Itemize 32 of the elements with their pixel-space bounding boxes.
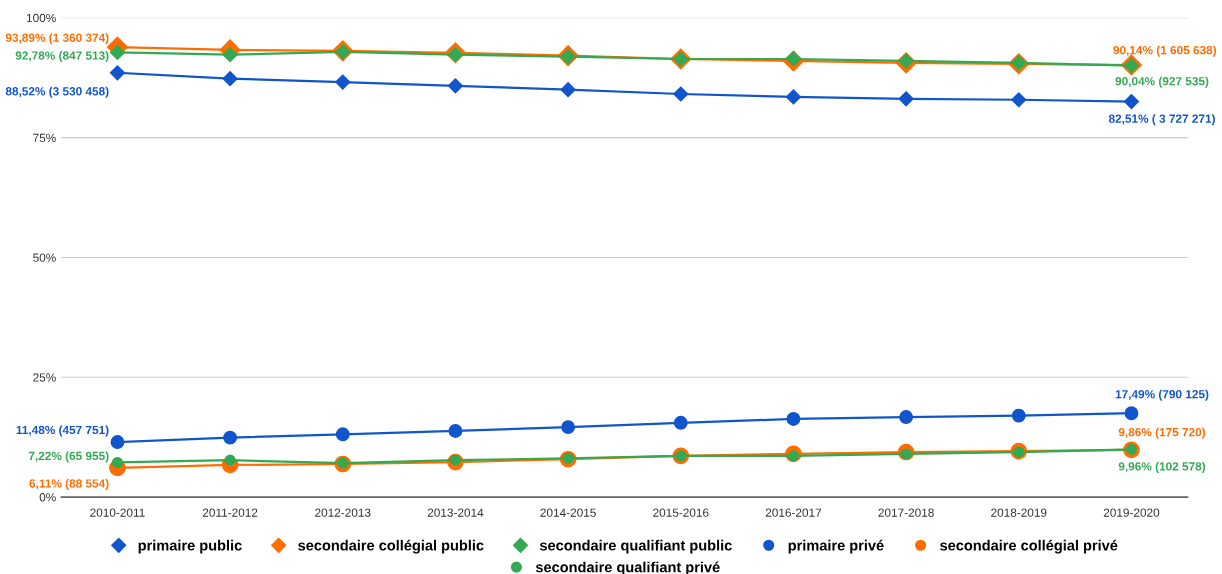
- x-tick-label: 2012-2013: [315, 508, 371, 517]
- legend-label: secondaire qualifiant public: [539, 539, 732, 554]
- x-tick-label: 2015-2016: [653, 508, 709, 517]
- y-tick-label: 100%: [26, 13, 56, 23]
- legend-label: secondaire collégial privé: [940, 539, 1118, 554]
- x-tick-label: 2018-2019: [991, 508, 1047, 517]
- data-label: 11,48% (457 751): [16, 425, 109, 437]
- y-tick-label: 0%: [39, 493, 56, 502]
- data-label: 88,52% (3 530 458): [5, 86, 109, 98]
- x-tick-label: 2017-2018: [878, 508, 934, 517]
- y-tick-label: 25%: [33, 373, 56, 382]
- data-label: 6,11% (88 554): [29, 478, 109, 490]
- legend-label: primaire privé: [788, 539, 884, 554]
- data-label: 7,22% (65 955): [28, 451, 109, 463]
- x-tick-label: 2011-2012: [202, 508, 258, 517]
- data-label: 93,89% (1 360 374): [5, 33, 109, 45]
- x-tick-label: 2014-2015: [540, 508, 596, 517]
- legend-label: primaire public: [138, 539, 242, 554]
- data-label: 82,51% ( 3 727 271): [1108, 114, 1215, 126]
- x-tick-label: 2016-2017: [765, 508, 822, 517]
- y-tick-label: 75%: [33, 133, 56, 143]
- data-label: 17,49% (790 125): [1115, 389, 1209, 401]
- y-tick-label: 50%: [33, 253, 56, 262]
- data-label: 9,86% (175 720): [1118, 427, 1206, 439]
- x-tick-label: 2013-2014: [427, 508, 484, 517]
- x-tick-label: 2010-2011: [90, 508, 145, 517]
- data-label: 92,78% (847 513): [15, 51, 109, 63]
- data-label: 90,14% (1 605 638): [1113, 45, 1217, 57]
- data-label: 9,96% (102 578): [1118, 461, 1206, 473]
- legend-label: secondaire collégial public: [298, 539, 484, 554]
- x-tick-label: 2019-2020: [1103, 508, 1160, 517]
- data-label: 90,04% (927 535): [1115, 76, 1209, 88]
